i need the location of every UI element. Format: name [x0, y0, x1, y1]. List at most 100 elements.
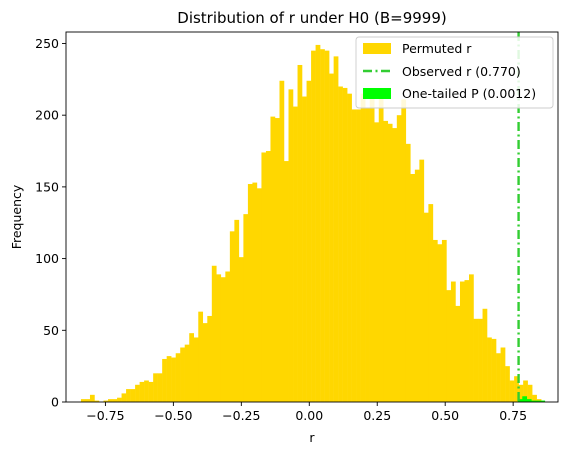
permuted-r-bar — [455, 306, 460, 402]
permuted-r-bar — [122, 393, 127, 402]
x-tick-label: −0.50 — [154, 408, 192, 423]
permuted-r-bar — [316, 45, 321, 402]
permuted-r-bar — [189, 333, 194, 402]
permuted-r-bar — [198, 312, 203, 402]
permuted-r-bar — [487, 337, 492, 402]
permuted-r-bar — [243, 214, 248, 402]
permuted-r-bar — [302, 97, 307, 402]
permuted-r-bar — [329, 74, 334, 402]
permuted-r-bar — [203, 323, 208, 402]
permuted-r-bar — [347, 94, 352, 402]
permuted-r-bar — [451, 282, 456, 402]
permuted-r-bar — [365, 108, 370, 402]
x-tick-label: −0.25 — [222, 408, 260, 423]
permuted-r-bar — [239, 257, 244, 402]
permuted-r-bar — [320, 49, 325, 402]
permuted-r-bar — [140, 382, 145, 402]
permuted-r-bar — [180, 348, 185, 403]
x-tick-label: 0.25 — [363, 408, 391, 423]
permuted-r-bar — [293, 107, 298, 402]
y-tick-label: 250 — [35, 36, 59, 51]
permuted-r-bar — [501, 348, 506, 403]
permuted-r-bar — [149, 382, 154, 402]
permuted-r-bar — [176, 353, 181, 402]
permuted-r-bar — [352, 109, 357, 402]
permuted-r-bar — [424, 213, 429, 402]
permuted-r-bar — [419, 160, 424, 402]
x-tick-label: 0.00 — [295, 408, 323, 423]
permuted-r-bar — [131, 389, 136, 402]
legend: Permuted r Observed r (0.770) One-tailed… — [356, 37, 553, 108]
permuted-r-bar — [478, 319, 483, 402]
y-tick-label: 50 — [43, 323, 59, 338]
y-tick-label: 150 — [35, 179, 59, 194]
permuted-r-bar — [401, 99, 406, 402]
permuted-r-bar — [307, 81, 312, 402]
permuted-r-bar — [279, 81, 284, 402]
y-tick-label: 100 — [35, 251, 59, 266]
permuted-r-bar — [185, 345, 190, 402]
permuted-r-bar — [234, 220, 239, 402]
permuted-r-bar — [433, 240, 438, 402]
permuted-r-bar — [469, 274, 474, 402]
permuted-r-bar — [474, 319, 479, 402]
permuted-r-bar — [388, 124, 393, 402]
permuted-r-bar — [194, 337, 199, 402]
y-tick-label: 200 — [35, 108, 59, 123]
permuted-r-bar — [298, 65, 303, 402]
legend-swatch-permuted — [363, 43, 391, 54]
permuted-r-bar — [266, 151, 271, 402]
permuted-r-bar — [392, 128, 397, 402]
permuted-r-bar — [343, 88, 348, 402]
legend-label-tail: One-tailed P (0.0012) — [402, 86, 536, 101]
permuted-r-bar — [510, 380, 515, 402]
permuted-r-bar — [338, 87, 343, 403]
permuted-r-bar — [248, 184, 253, 402]
permuted-r-bar — [144, 380, 149, 402]
permuted-r-bar — [284, 161, 289, 402]
permuted-r-bar — [158, 373, 163, 402]
x-tick-label: −0.75 — [86, 408, 124, 423]
permuted-r-bar — [410, 174, 415, 402]
legend-swatch-tail — [363, 88, 391, 99]
permuted-r-bar — [446, 290, 451, 402]
permuted-r-bar — [361, 94, 366, 402]
permuted-r-bar — [261, 152, 266, 402]
permuted-r-bar — [216, 274, 221, 402]
permuted-r-bar — [370, 88, 375, 402]
permuted-r-bar — [153, 373, 158, 402]
permuted-r-bar — [483, 309, 488, 402]
permuted-r-bar — [167, 356, 172, 402]
permuted-r-bar — [171, 358, 176, 402]
one-tailed-p-bar — [522, 396, 527, 402]
permuted-r-bar — [460, 282, 465, 402]
permuted-r-bar — [225, 272, 230, 403]
permuted-r-bar — [397, 115, 402, 402]
chart-title: Distribution of r under H0 (B=9999) — [177, 9, 446, 27]
x-tick-label: 0.75 — [499, 408, 527, 423]
permuted-r-bar — [428, 204, 433, 402]
permuted-r-bar — [325, 51, 330, 402]
permuted-r-bar — [505, 366, 510, 402]
permuted-r-bar — [356, 109, 361, 402]
permuted-r-bar — [442, 240, 447, 402]
permuted-r-bar — [496, 353, 501, 402]
permuted-r-bar — [212, 266, 217, 402]
permuted-r-bar — [311, 51, 316, 402]
legend-label-observed: Observed r (0.770) — [402, 64, 521, 79]
permuted-r-bar — [406, 144, 411, 402]
permuted-r-bar — [221, 277, 226, 402]
permuted-r-bar — [383, 121, 388, 402]
permuted-r-bar — [334, 56, 339, 402]
permuted-r-bar — [492, 339, 497, 402]
permuted-r-bar — [379, 89, 384, 402]
permuted-r-bar — [270, 117, 275, 402]
permuted-r-bar — [252, 183, 257, 402]
y-axis-label: Frequency — [9, 184, 24, 249]
permuted-r-bar — [230, 231, 235, 402]
permuted-r-bar — [257, 188, 262, 402]
x-tick-label: 0.50 — [431, 408, 459, 423]
permuted-r-bar — [117, 398, 122, 402]
permuted-r-bar — [437, 244, 442, 402]
